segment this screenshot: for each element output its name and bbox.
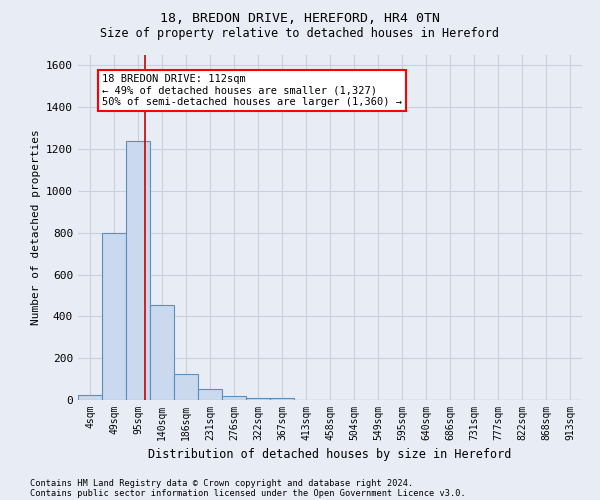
Text: 18 BREDON DRIVE: 112sqm
← 49% of detached houses are smaller (1,327)
50% of semi: 18 BREDON DRIVE: 112sqm ← 49% of detache… <box>102 74 402 107</box>
Bar <box>270 398 294 400</box>
Bar <box>174 374 198 400</box>
X-axis label: Distribution of detached houses by size in Hereford: Distribution of detached houses by size … <box>148 448 512 462</box>
Bar <box>126 140 150 400</box>
Bar <box>222 396 246 400</box>
Bar <box>246 398 270 400</box>
Text: Contains HM Land Registry data © Crown copyright and database right 2024.: Contains HM Land Registry data © Crown c… <box>30 478 413 488</box>
Text: 18, BREDON DRIVE, HEREFORD, HR4 0TN: 18, BREDON DRIVE, HEREFORD, HR4 0TN <box>160 12 440 26</box>
Bar <box>150 305 174 400</box>
Text: Contains public sector information licensed under the Open Government Licence v3: Contains public sector information licen… <box>30 488 466 498</box>
Bar <box>78 395 102 400</box>
Text: Size of property relative to detached houses in Hereford: Size of property relative to detached ho… <box>101 28 499 40</box>
Bar <box>102 232 126 400</box>
Y-axis label: Number of detached properties: Number of detached properties <box>31 130 41 326</box>
Bar <box>198 388 222 400</box>
